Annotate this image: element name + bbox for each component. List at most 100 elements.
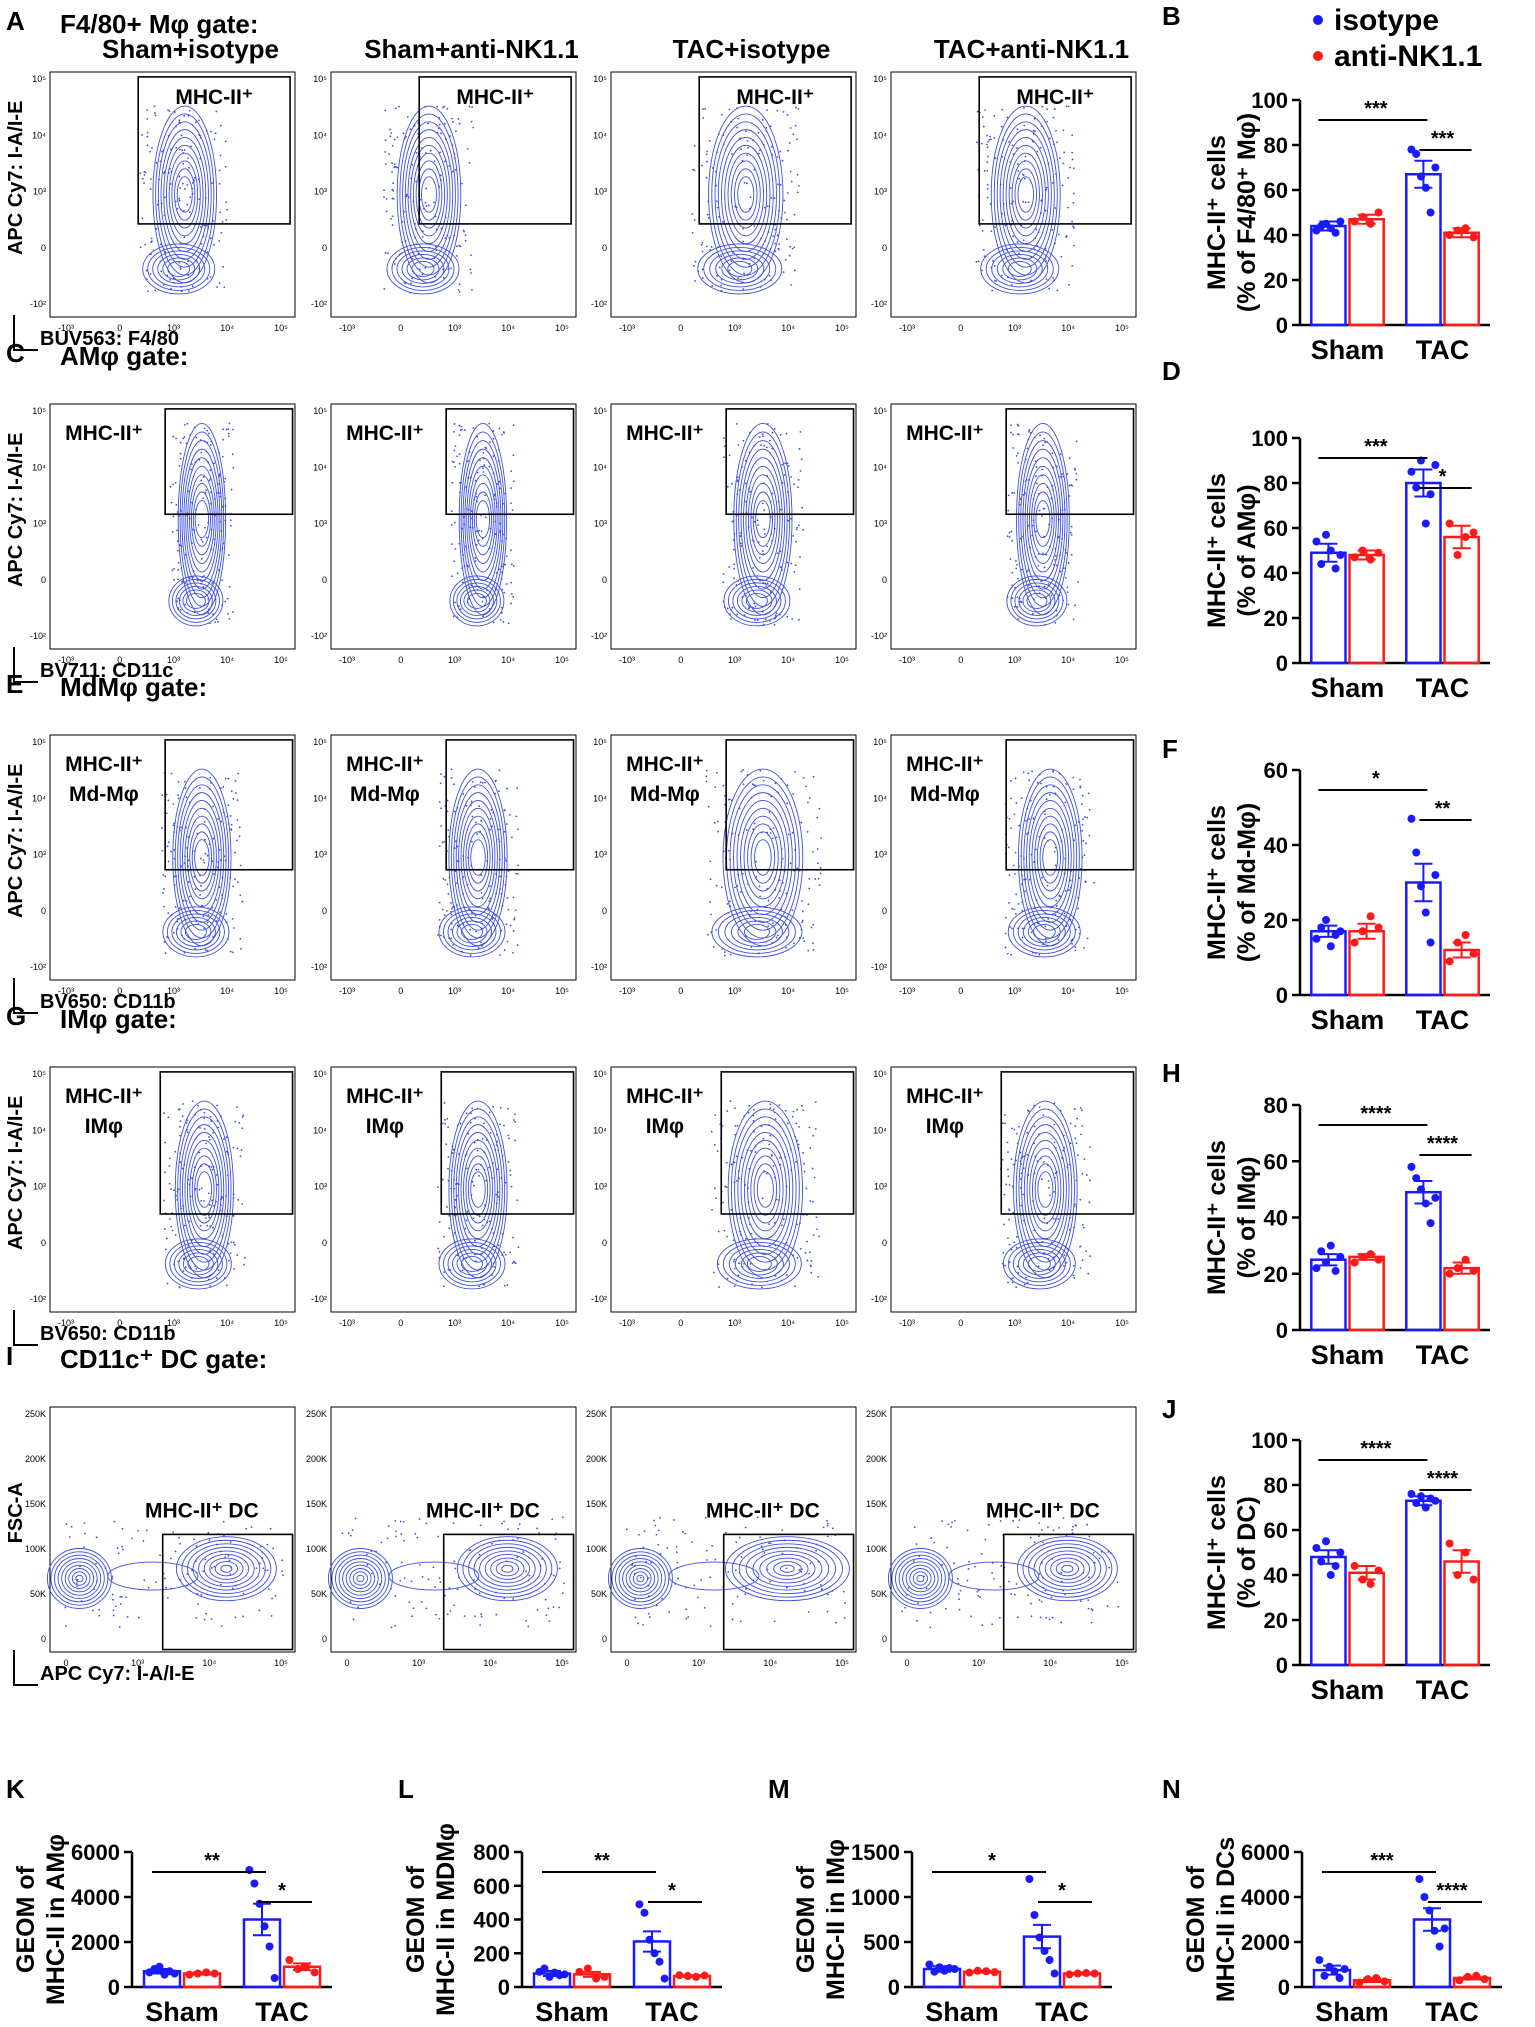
contour-line xyxy=(1023,1132,1067,1247)
event-dot xyxy=(492,621,495,624)
event-dot xyxy=(516,1537,519,1540)
event-dot xyxy=(1085,842,1087,845)
contour-line xyxy=(736,585,777,616)
event-dot xyxy=(766,475,769,477)
x-category-label: TAC xyxy=(645,1997,699,2027)
event-dot xyxy=(1055,173,1057,176)
event-dot xyxy=(797,1143,800,1146)
event-dot xyxy=(992,259,994,262)
x-tick-label: 10³ xyxy=(412,1658,425,1668)
data-point xyxy=(1340,1965,1349,1973)
event-dot xyxy=(492,472,495,474)
event-dot xyxy=(1053,108,1056,110)
event-dot xyxy=(1083,854,1086,857)
event-dot xyxy=(741,1265,744,1268)
event-dot xyxy=(986,196,989,199)
event-dot xyxy=(786,561,789,564)
event-dot xyxy=(774,614,777,617)
event-dot xyxy=(790,1169,793,1172)
event-dot xyxy=(468,908,470,911)
event-dot xyxy=(1050,906,1053,909)
y-tick-label: 100 xyxy=(1251,88,1288,113)
contour-line xyxy=(636,1574,645,1583)
event-dot xyxy=(1052,143,1055,146)
event-dot xyxy=(462,876,465,878)
event-dot xyxy=(187,115,190,117)
data-point xyxy=(1358,1575,1367,1584)
event-dot xyxy=(167,860,170,863)
event-dot xyxy=(208,479,211,482)
event-dot xyxy=(185,1122,188,1124)
event-dot xyxy=(411,257,414,260)
event-dot xyxy=(456,1124,459,1127)
event-dot xyxy=(754,1145,757,1147)
event-dot xyxy=(143,170,146,173)
data-point xyxy=(1312,1264,1321,1273)
event-dot xyxy=(98,1608,101,1611)
event-dot xyxy=(791,909,794,912)
event-dot xyxy=(826,1524,829,1527)
event-dot xyxy=(467,477,470,479)
data-point xyxy=(1412,1174,1421,1183)
event-dot xyxy=(693,1584,696,1587)
event-dot xyxy=(160,202,163,205)
event-dot xyxy=(494,1148,497,1151)
event-dot xyxy=(516,1556,519,1559)
contour-line xyxy=(191,1155,217,1224)
contour-line xyxy=(475,500,491,539)
event-dot xyxy=(810,926,813,929)
flow-ylabel: APC Cy7: I-A/I-E xyxy=(5,433,27,587)
event-dot xyxy=(1060,537,1063,540)
event-dot xyxy=(179,1161,182,1164)
event-dot xyxy=(792,1254,795,1257)
contour-line xyxy=(1035,500,1051,539)
event-dot xyxy=(179,509,182,512)
event-dot xyxy=(1053,1176,1056,1179)
event-dot xyxy=(197,1603,200,1606)
event-dot xyxy=(470,517,473,520)
event-dot xyxy=(489,441,491,444)
event-dot xyxy=(200,538,203,541)
event-dot xyxy=(727,849,730,852)
event-dot xyxy=(351,1529,354,1532)
event-dot xyxy=(510,1185,513,1188)
contour-line xyxy=(611,1551,670,1606)
event-dot xyxy=(501,1233,504,1235)
event-dot xyxy=(1038,1106,1041,1109)
event-dot xyxy=(634,1555,637,1558)
event-dot xyxy=(205,1163,207,1166)
gate-title: IMφ gate: xyxy=(60,1004,177,1034)
event-dot xyxy=(740,532,742,534)
event-dot xyxy=(1030,1602,1033,1605)
data-point xyxy=(210,1969,219,1978)
x-tick-label: 10³ xyxy=(167,323,180,333)
event-dot xyxy=(1041,876,1043,879)
event-dot xyxy=(1006,1141,1009,1144)
event-dot xyxy=(1016,163,1019,166)
event-dot xyxy=(1066,586,1069,589)
event-dot xyxy=(1078,926,1080,929)
event-dot xyxy=(793,269,796,272)
event-dot xyxy=(207,227,209,229)
event-dot xyxy=(84,1532,86,1535)
event-dot xyxy=(736,885,739,887)
event-dot xyxy=(1033,436,1036,439)
event-dot xyxy=(1023,124,1026,127)
event-dot xyxy=(1064,889,1067,892)
event-dot xyxy=(1009,926,1011,928)
event-dot xyxy=(522,1551,525,1553)
event-dot xyxy=(456,1588,459,1591)
event-dot xyxy=(953,1562,955,1565)
data-point xyxy=(1425,1906,1434,1915)
event-dot xyxy=(1066,1166,1069,1169)
event-dot xyxy=(216,1183,219,1186)
event-dot xyxy=(212,837,215,840)
data-point xyxy=(1380,1977,1389,1986)
contour-line xyxy=(352,1571,368,1586)
event-dot xyxy=(1034,1155,1037,1158)
event-dot xyxy=(1001,1158,1004,1161)
event-dot xyxy=(481,922,484,925)
contour-line xyxy=(338,1558,383,1599)
event-dot xyxy=(448,876,451,879)
